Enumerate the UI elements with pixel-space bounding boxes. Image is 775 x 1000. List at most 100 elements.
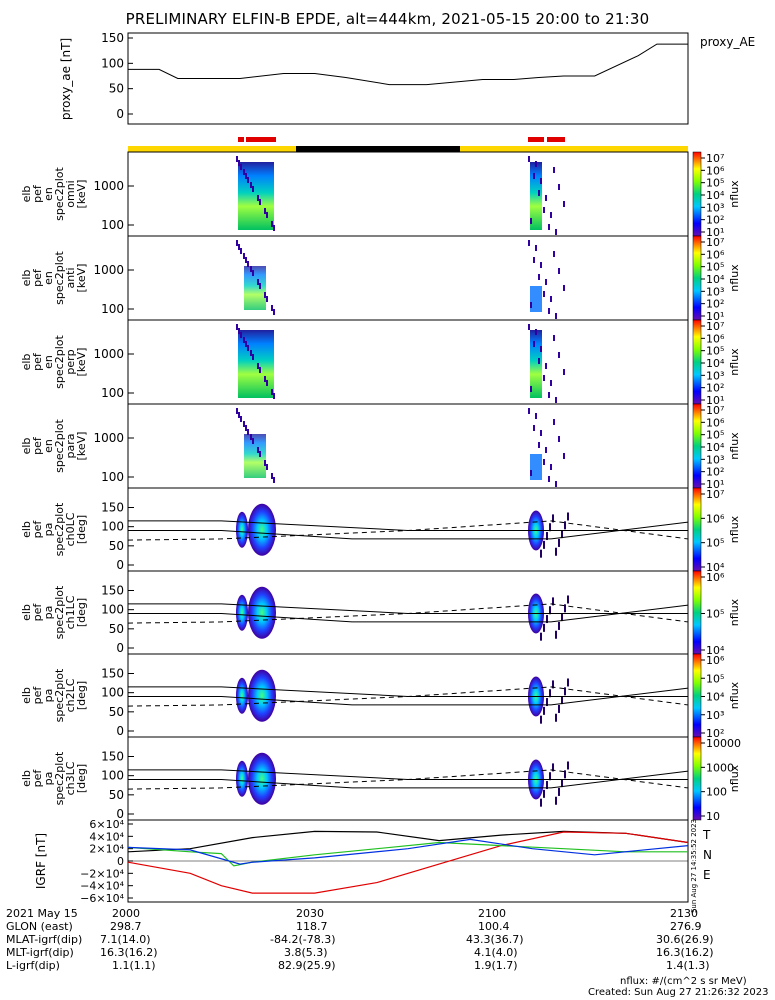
spec-speck-b-2-8 <box>530 386 532 392</box>
spec-blob-a-3 <box>244 434 266 478</box>
footer-row-0-val-1: 2030 <box>296 907 324 920</box>
pa-losscone-dashed-0 <box>127 520 689 541</box>
spec-ytick-1000-0: 1000 <box>93 179 124 193</box>
pa-ytick-1-3: 0 <box>116 641 124 655</box>
spec-speck-a-1-6 <box>238 244 240 250</box>
spec-cbar-tick-2-0: 10⁷ <box>706 320 724 333</box>
spec-speck-b-0-11 <box>545 195 547 201</box>
pa-label-0-1: pef <box>31 520 44 539</box>
proxy-ae-ytick-2: 50 <box>109 82 124 96</box>
pa-cbar-tick-0-1: 10⁶ <box>706 512 725 525</box>
status-bar-black <box>296 146 460 152</box>
igrf-ytick-0: 6×10⁴ <box>89 818 124 831</box>
spec-label-1-1: pef <box>31 268 44 287</box>
status-bar-red-2 <box>528 137 544 142</box>
footer-row-2-val-0: 7.1(14.0) <box>100 933 151 946</box>
spec-cbar-tick-0-2: 10⁵ <box>706 177 724 190</box>
pa-speck-2-0 <box>540 715 542 724</box>
spec-label-2-2: en <box>42 355 55 369</box>
spec-speck-b-1-7 <box>563 285 565 291</box>
spec-speck-b-3-8 <box>530 470 532 476</box>
spec-speck-b-2-13 <box>555 397 557 403</box>
footer-row-4-val-2: 1.9(1.7) <box>474 959 518 972</box>
spec-cbar-tick-2-2: 10⁵ <box>706 345 724 358</box>
spec-speck-b-1-2 <box>538 274 540 280</box>
spec-cbar-tick-2-1: 10⁶ <box>706 332 725 345</box>
spec-ytick-1000-3: 1000 <box>93 431 124 445</box>
pa-label-3-3: spec2plot <box>53 751 66 805</box>
igrf-series-E <box>127 841 688 867</box>
spec-label-0-5: [keV] <box>75 180 88 209</box>
pa-cbar-tick-1-0: 10⁶ <box>706 571 725 584</box>
spec-speck-b-3-12 <box>550 464 552 470</box>
spec-cbar-label-2: nflux <box>728 348 741 376</box>
pa-speck-1-4 <box>552 597 554 606</box>
spec-cbar-tick-1-4: 10³ <box>706 285 724 298</box>
pa-speck-2-1 <box>543 706 545 715</box>
pa-speck-2-8 <box>564 687 566 696</box>
pa-ytick-1-1: 100 <box>101 603 124 617</box>
spec-label-3-1: pef <box>31 436 44 455</box>
spec-speck-b-1-9 <box>535 245 537 251</box>
spec-speck-a-1-12 <box>240 248 242 254</box>
spec-cbar-tick-3-1: 10⁶ <box>706 416 725 429</box>
proxy-ae-frame <box>127 32 689 125</box>
spec-label-3-0: elb <box>20 438 33 455</box>
spec-speck-a-0-3 <box>257 195 259 201</box>
spec-speck-a-1-4 <box>264 292 266 298</box>
spec-speck-a-2-10 <box>266 380 268 386</box>
spec-speck-b-2-9 <box>535 329 537 335</box>
pa-label-3-4: ch3LC <box>64 761 77 795</box>
spec-speck-b-3-3 <box>543 459 545 465</box>
igrf-ytick-2: 2×10⁴ <box>89 843 124 856</box>
pa-speck-3-9 <box>567 761 569 770</box>
pa-speck-2-5 <box>555 713 557 722</box>
spec-speck-b-3-1 <box>533 425 535 431</box>
pa-label-0-4: ch0LC <box>64 512 77 546</box>
spec-speck-a-2-1 <box>243 337 245 343</box>
spec-label-0-0: elb <box>20 186 33 203</box>
status-bar-red-0 <box>238 137 244 142</box>
pa-ytick-3-2: 50 <box>109 788 124 802</box>
proxy-ae-legend: proxy_AE <box>700 35 755 49</box>
proxy-ae-line <box>128 43 688 86</box>
pa-speck-0-9 <box>567 512 569 521</box>
units-note: nflux: #/(cm^2 s sr MeV) <box>620 976 747 987</box>
spec-label-0-2: en <box>42 187 55 201</box>
footer-row-2-val-3: 30.6(26.9) <box>656 933 714 946</box>
spec-speck-b-2-5 <box>553 335 555 341</box>
pa-losscone-dashed-2 <box>127 686 689 707</box>
pa-cbar-tick-2-3: 10³ <box>706 709 724 722</box>
pa-label-0-0: elb <box>20 521 33 538</box>
spec-speck-b-0-6 <box>558 184 560 190</box>
spec-speck-a-1-11 <box>273 309 275 315</box>
proxy-ae-ytick-3: 0 <box>116 107 124 121</box>
footer-row-2-label: MLAT-igrf(dip) <box>6 933 83 946</box>
spec-speck-a-0-13 <box>247 177 249 183</box>
spec-ytick-1000-1: 1000 <box>93 263 124 277</box>
spec-cbar-tick-0-6: 10¹ <box>706 226 724 239</box>
spec-speck-b-1-6 <box>558 268 560 274</box>
pa-cbar-tick-2-4: 10² <box>706 727 724 740</box>
spec-cbar-tick-2-6: 10¹ <box>706 394 724 407</box>
spec-speck-a-2-2 <box>250 350 252 356</box>
spec-speck-a-2-9 <box>259 367 261 373</box>
proxy-ae-ylabel: proxy_ae [nT] <box>59 38 73 120</box>
spec-speck-a-3-8 <box>252 438 254 444</box>
pa-blob-a2-2 <box>236 677 248 714</box>
pa-speck-0-2 <box>546 532 548 541</box>
pa-losscone-upper-3 <box>128 769 688 780</box>
pa-blob-a-0 <box>248 503 276 556</box>
spec-speck-b-2-7 <box>563 369 565 375</box>
spec-speck-a-3-5 <box>271 473 273 479</box>
pa-speck-2-6 <box>558 704 560 713</box>
pa-colorbar-3 <box>692 736 702 821</box>
footer-row-0-val-0: 2000 <box>112 907 140 920</box>
spec-speck-b-0-0 <box>528 156 530 162</box>
pa-label-2-0: elb <box>20 687 33 704</box>
spec-speck-a-1-0 <box>236 240 238 246</box>
spec-speck-a-0-9 <box>259 199 261 205</box>
spec-speck-b-1-4 <box>548 308 550 314</box>
figure-title: PRELIMINARY ELFIN-B EPDE, alt=444km, 202… <box>125 10 650 28</box>
spec-speck-b-1-8 <box>530 302 532 308</box>
